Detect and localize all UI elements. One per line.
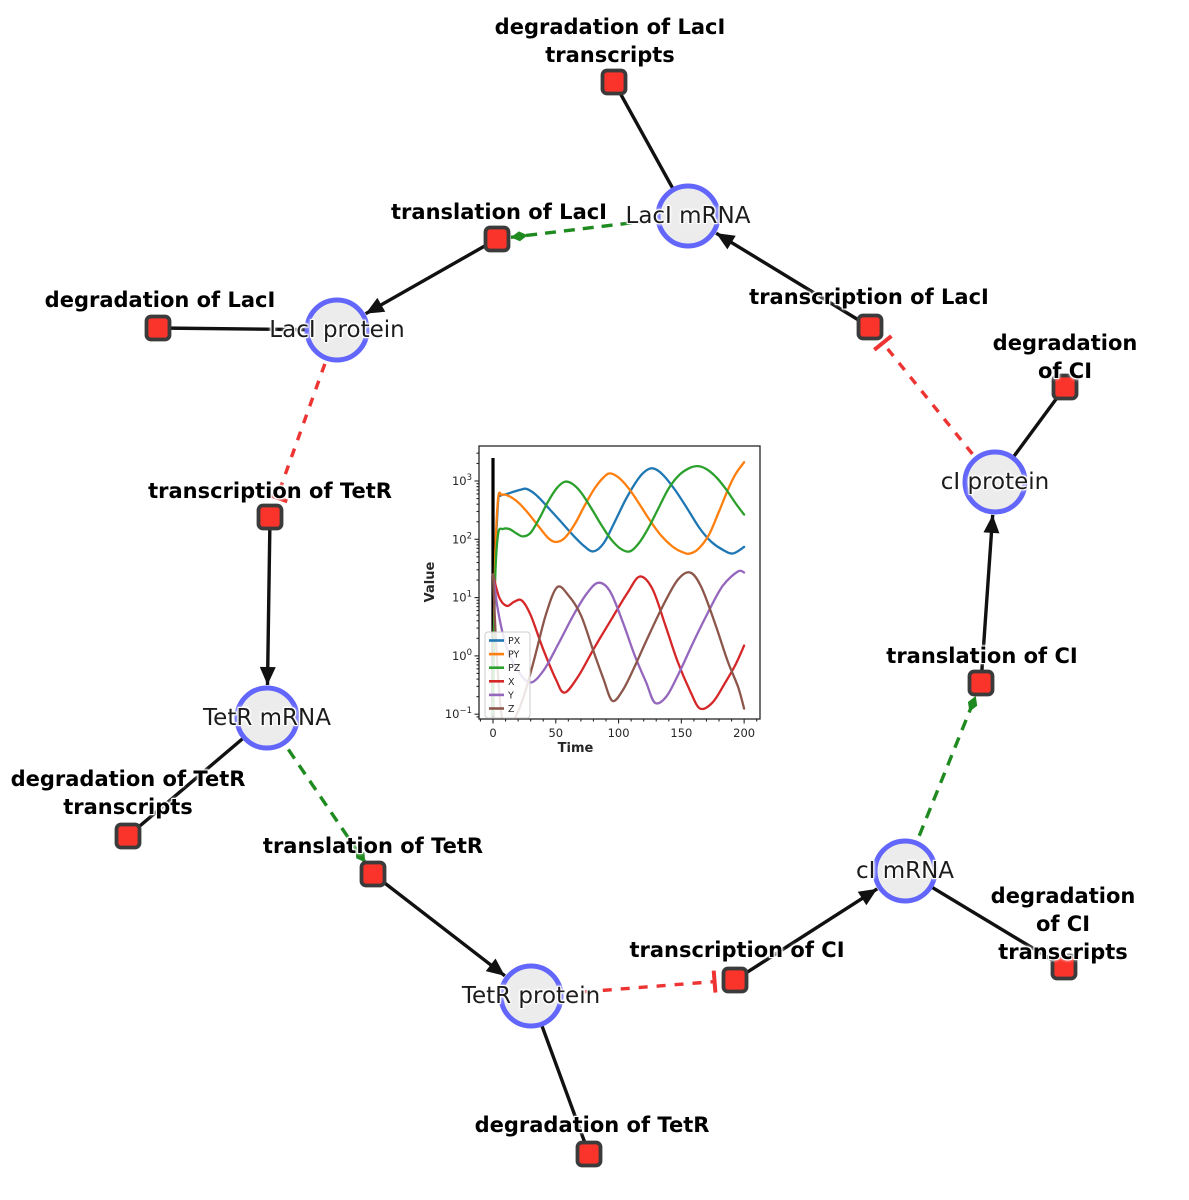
reaction-node-translation-tetr[interactable] [359, 860, 387, 888]
reaction-node-transcription-laci[interactable] [856, 313, 884, 341]
x-axis-label: Time [558, 741, 594, 756]
reaction-node-deg-tetr[interactable] [575, 1140, 603, 1168]
edge-ci-mrna-to-translation-ci [903, 695, 978, 872]
edge-translation-laci-to-laci-protein [364, 237, 498, 316]
edge-ci-protein-to-transcription-laci [873, 334, 997, 484]
x-tick-label: 0 [489, 726, 496, 740]
series-X [491, 573, 746, 711]
edge-laci-protein-to-transcription-tetr [265, 329, 339, 504]
edge-translation-tetr-to-tetr-protein [371, 872, 506, 978]
species-node-ci-protein[interactable] [962, 449, 1028, 515]
reaction-node-deg-tetr-transcripts[interactable] [114, 822, 142, 850]
edge-transcription-laci-to-laci-mrna [715, 231, 871, 329]
reaction-node-transcription-ci[interactable] [721, 966, 749, 994]
legend-entry-PY: PY [508, 650, 520, 661]
y-axis-label: Value [424, 561, 438, 602]
reaction-node-deg-laci[interactable] [144, 314, 172, 342]
x-tick-label: 50 [548, 726, 563, 740]
chart-legend: PX PY PZ XYZ [484, 631, 531, 719]
edge-translation-ci-to-ci-protein [979, 514, 1000, 684]
reaction-node-translation-laci[interactable] [483, 225, 511, 253]
reaction-node-deg-laci-transcripts[interactable] [600, 68, 628, 96]
edge-transcription-ci-to-ci-mrna [734, 887, 879, 982]
x-tick-label: 150 [670, 726, 692, 740]
species-node-tetr-mrna[interactable] [234, 685, 300, 751]
legend-entry-PX: PX [508, 636, 521, 647]
species-node-laci-mrna[interactable] [655, 183, 721, 249]
reaction-node-transcription-tetr[interactable] [256, 503, 284, 531]
reaction-node-translation-ci[interactable] [967, 669, 995, 697]
legend-entry-X: X [508, 677, 515, 688]
series-PZ [491, 464, 746, 716]
x-tick-label: 100 [608, 726, 630, 740]
legend-entry-Z: Z [508, 704, 515, 715]
species-node-tetr-protein[interactable] [498, 963, 564, 1029]
species-node-laci-protein[interactable] [304, 297, 370, 363]
legend-entry-PZ: PZ [508, 663, 521, 674]
edge-tetr-protein-to-transcription-ci [530, 970, 718, 998]
series-PY [491, 461, 746, 716]
reaction-node-deg-ci[interactable] [1051, 373, 1079, 401]
x-tick-label: 200 [733, 726, 755, 740]
reaction-node-deg-ci-transcripts[interactable] [1050, 953, 1078, 981]
species-node-ci-mrna[interactable] [872, 838, 938, 904]
simulation-chart: 0 50 100 150 20010310210110010−1TimeValuePXP… [424, 424, 780, 776]
legend-entry-Y: Y [507, 690, 514, 701]
edge-transcription-tetr-to-tetr-mrna [259, 516, 276, 686]
